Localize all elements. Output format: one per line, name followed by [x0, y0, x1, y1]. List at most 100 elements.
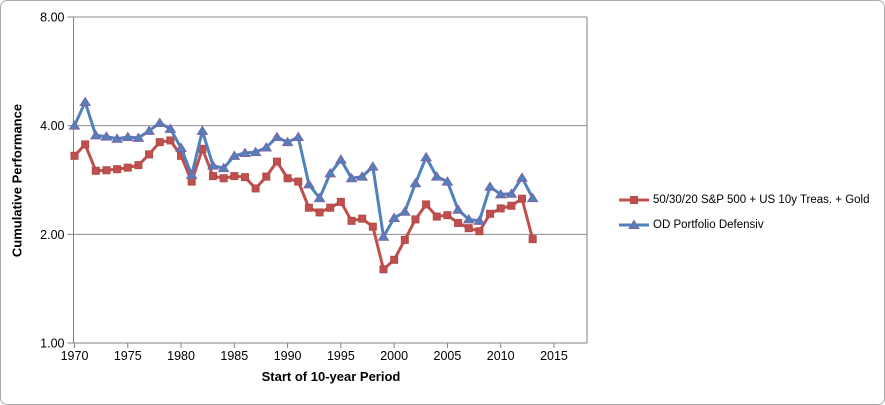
series2-point[interactable] [462, 213, 475, 224]
series2-point[interactable] [526, 192, 539, 203]
series1-point[interactable] [390, 255, 399, 264]
series1-point[interactable] [400, 235, 409, 244]
series1-point[interactable] [70, 151, 79, 160]
series2-point[interactable] [132, 132, 145, 142]
series1-point[interactable] [486, 209, 495, 218]
series1-point[interactable] [315, 208, 324, 217]
series1-point[interactable] [294, 177, 303, 186]
series2-point[interactable] [430, 171, 443, 181]
series2-point[interactable] [153, 117, 166, 127]
series1-point[interactable] [347, 216, 356, 225]
x-tick-label: 1985 [220, 349, 248, 363]
y-tick-label: 1.00 [40, 337, 64, 351]
series2-point[interactable] [505, 188, 518, 198]
series2-point[interactable] [345, 172, 358, 183]
series1-point[interactable] [454, 218, 463, 227]
series2-point[interactable] [68, 120, 81, 130]
series2-point[interactable] [249, 146, 262, 157]
series2-point[interactable] [111, 133, 124, 143]
x-tick-label: 2000 [380, 349, 408, 363]
series2-point[interactable] [196, 125, 209, 135]
series2-point[interactable] [281, 136, 294, 147]
series1-point[interactable] [443, 211, 452, 220]
series1-point[interactable] [166, 136, 175, 145]
series2-point[interactable] [313, 192, 326, 203]
series2-point[interactable] [388, 212, 401, 222]
series2-point[interactable] [484, 181, 496, 191]
series2-point[interactable] [356, 171, 369, 181]
series1-point[interactable] [102, 166, 111, 175]
series1-legend-marker [619, 196, 649, 204]
series2-point[interactable] [89, 129, 102, 140]
series2-point[interactable] [324, 167, 337, 178]
series1-point[interactable] [507, 201, 516, 210]
series2-point[interactable] [217, 162, 230, 173]
series1-point[interactable] [134, 161, 143, 170]
series1-point[interactable] [496, 204, 505, 213]
series1-point[interactable] [230, 172, 239, 181]
x-tick-label: 1975 [114, 349, 142, 363]
series2-point[interactable] [398, 206, 411, 216]
series1-point[interactable] [464, 224, 473, 233]
series1-point[interactable] [475, 227, 484, 236]
series2-point[interactable] [366, 161, 379, 171]
x-tick-label: 1995 [327, 349, 355, 363]
series2-point[interactable] [334, 154, 347, 164]
legend-triangle-marker-icon [628, 219, 640, 229]
series1-point[interactable] [326, 203, 335, 212]
series2-point[interactable] [494, 188, 507, 199]
series1-point[interactable] [283, 174, 292, 183]
series2-point[interactable] [239, 147, 251, 158]
series1-point[interactable] [379, 265, 388, 274]
series2-point[interactable] [377, 231, 390, 241]
series1-point[interactable] [240, 173, 249, 182]
series2-point[interactable] [185, 169, 198, 180]
series2-point[interactable] [516, 172, 528, 182]
legend-entry-series1[interactable]: 50/30/20 S&P 500 + US 10y Treas. + Gold [619, 191, 870, 209]
series2-line[interactable] [73, 100, 535, 239]
series1-point[interactable] [528, 235, 537, 244]
series2-point[interactable] [207, 160, 219, 170]
series2-point[interactable] [271, 131, 283, 142]
series2-point[interactable] [143, 125, 155, 135]
series1-point[interactable] [432, 212, 441, 221]
series1-point[interactable] [518, 194, 527, 203]
series1-point[interactable] [358, 214, 367, 223]
series1-point[interactable] [187, 177, 196, 186]
series2-point[interactable] [303, 178, 315, 189]
series1-point[interactable] [368, 222, 377, 231]
series1-point[interactable] [336, 197, 345, 206]
series1-point[interactable] [272, 157, 281, 166]
series1-point[interactable] [155, 138, 164, 147]
series2-point[interactable] [441, 176, 454, 186]
series2-point[interactable] [260, 142, 273, 152]
series1-point[interactable] [422, 200, 431, 209]
series2-point[interactable] [100, 131, 113, 141]
series2-point[interactable] [420, 151, 433, 162]
series1-point[interactable] [123, 163, 132, 172]
series2-point[interactable] [175, 142, 187, 152]
series2-point[interactable] [452, 204, 464, 214]
series1-point[interactable] [209, 172, 218, 181]
series1-point[interactable] [113, 165, 122, 174]
series2-point[interactable] [228, 150, 241, 160]
y-tick-label: 8.00 [40, 11, 64, 25]
legend-entry-series2[interactable]: OD Portfolio Defensiv [619, 216, 870, 234]
series1-point[interactable] [411, 215, 420, 224]
series1-point[interactable] [145, 150, 154, 159]
series2-legend-marker [619, 219, 649, 229]
series2-point[interactable] [164, 123, 177, 133]
series1-point[interactable] [219, 174, 228, 183]
series1-point[interactable] [91, 166, 100, 175]
series1-point[interactable] [304, 203, 313, 212]
series2-point[interactable] [409, 177, 422, 188]
series1-point[interactable] [81, 140, 90, 149]
series2-point[interactable] [292, 131, 305, 142]
series1-point[interactable] [262, 172, 271, 181]
series1-point[interactable] [251, 184, 260, 193]
series2-point[interactable] [473, 215, 486, 225]
series2-point[interactable] [79, 96, 92, 107]
series2-point[interactable] [121, 131, 134, 142]
